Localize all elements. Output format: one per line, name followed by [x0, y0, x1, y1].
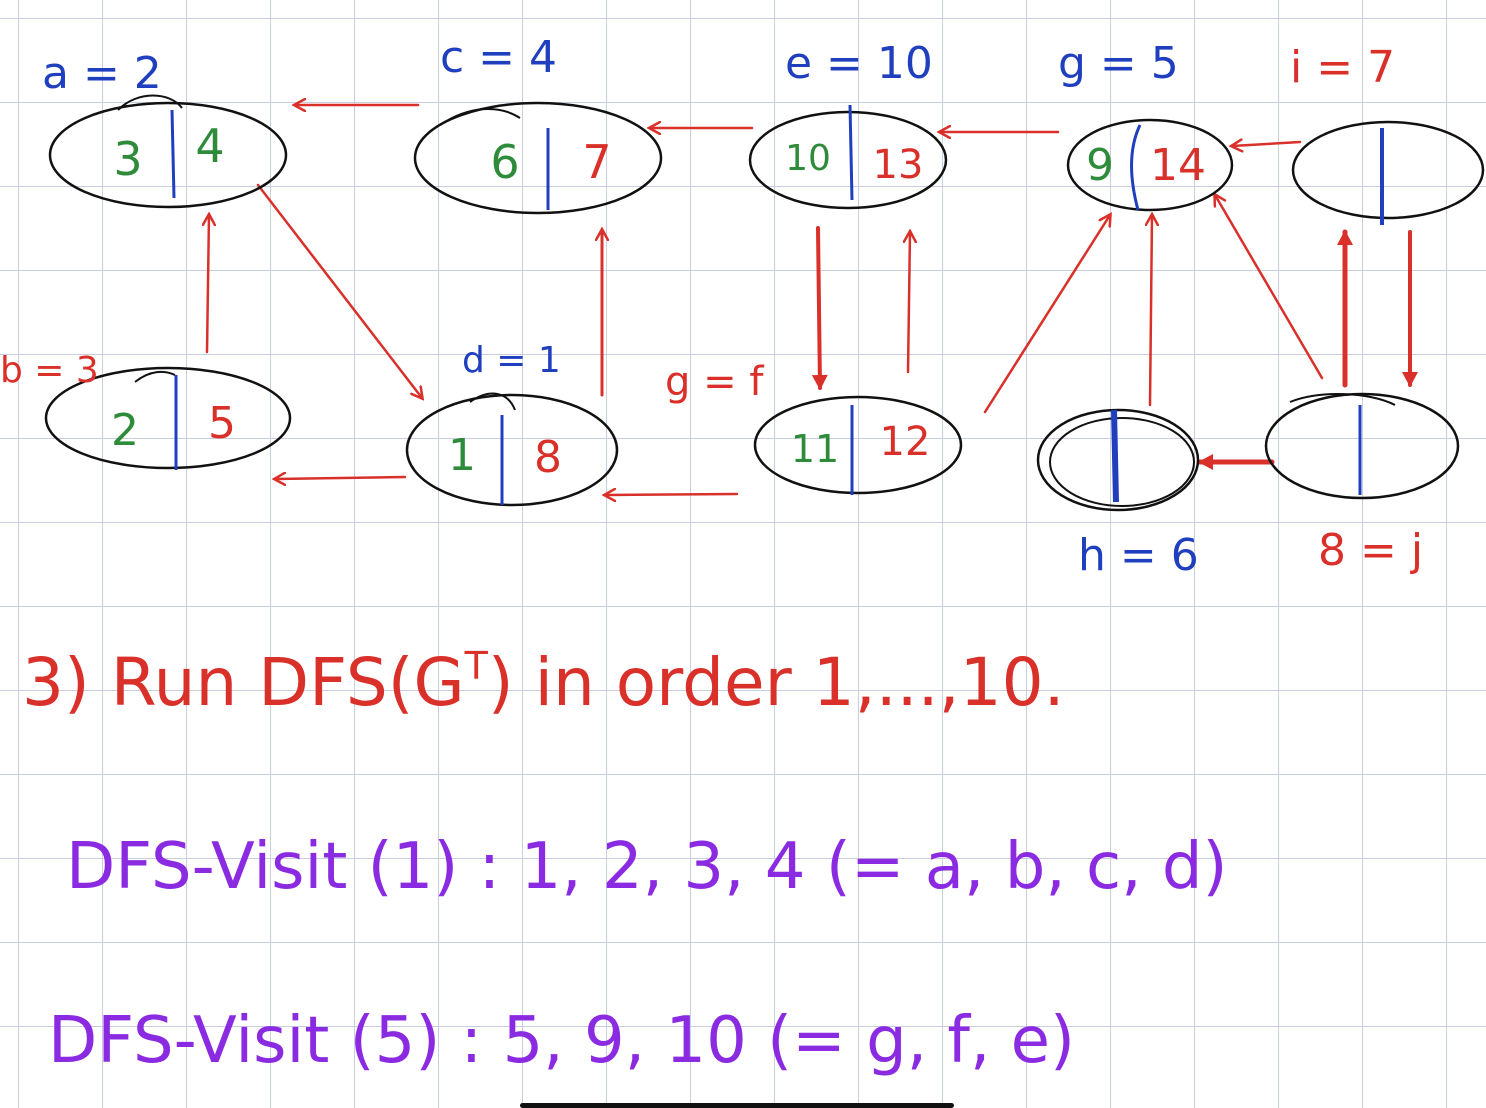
- node-c-oval: [413, 101, 663, 215]
- node-d-oval: [405, 393, 619, 507]
- node-f-oval: [753, 395, 963, 495]
- node-e-label: e = 10: [785, 38, 933, 89]
- node-c-label: c = 4: [440, 32, 557, 83]
- edge-j-to-g: [1215, 195, 1324, 380]
- node-b-scribble: [134, 370, 176, 383]
- node-f-label: g = f: [665, 359, 764, 405]
- node-f-finish: 12: [880, 419, 931, 465]
- node-j: 8 = j: [1264, 392, 1460, 576]
- node-d-label: d = 1: [462, 340, 561, 381]
- note-step-3-head: 3) Run DFS(G: [22, 644, 465, 721]
- node-d-discovery: 1: [448, 430, 476, 481]
- note-step-3: 3) Run DFS(GT) in order 1,...,10.: [22, 644, 1065, 721]
- node-a: 3 4 a = 2: [42, 48, 288, 209]
- node-b-finish: 5: [208, 398, 236, 449]
- node-g: 9 14 g = 5: [1058, 38, 1234, 212]
- node-g-label: g = 5: [1058, 38, 1179, 89]
- node-j-label: 8 = j: [1318, 525, 1423, 576]
- edge-f-to-d: [605, 494, 739, 495]
- node-h: h = 6: [1036, 408, 1200, 581]
- node-e-divider: [848, 104, 854, 201]
- node-d-finish: 8: [534, 432, 562, 483]
- node-d: 1 8 d = 1: [405, 340, 619, 507]
- node-a-oval: [48, 101, 288, 209]
- node-i: i = 7: [1290, 42, 1485, 225]
- node-c-scribble: [439, 108, 521, 126]
- node-b: 2 5 b = 3: [0, 350, 292, 470]
- edge-d-to-b: [275, 477, 407, 479]
- edge-h-to-g: [1150, 215, 1152, 407]
- edge-a-to-d: [256, 183, 422, 398]
- node-e-oval: [748, 110, 948, 210]
- node-h-label: h = 6: [1078, 530, 1199, 581]
- node-g-finish: 14: [1150, 140, 1206, 191]
- node-e-discovery: 10: [785, 138, 831, 179]
- note-step-3-sup: T: [464, 644, 489, 688]
- node-d-scribble: [469, 392, 516, 411]
- node-a-divider: [170, 109, 176, 199]
- node-h-divider: [1111, 409, 1119, 503]
- edge-f-to-g: [983, 215, 1110, 414]
- edge-e-to-f: [811, 226, 828, 390]
- node-b-discovery: 2: [111, 405, 139, 456]
- node-a-scribble: [117, 94, 183, 111]
- node-h-oval: [1036, 408, 1200, 512]
- node-f-discovery: 11: [791, 427, 839, 471]
- node-e: 10 13 e = 10: [748, 38, 948, 210]
- notes: 3) Run DFS(GT) in order 1,...,10. DFS-Vi…: [22, 644, 1227, 1078]
- node-i-label: i = 7: [1290, 42, 1395, 93]
- node-g-discovery: 9: [1086, 140, 1114, 191]
- node-i-oval: [1291, 120, 1485, 220]
- note-step-3-tail: ) in order 1,...,10.: [488, 644, 1065, 721]
- node-e-finish: 13: [873, 142, 924, 188]
- node-h-oval-overdraw: [1049, 417, 1195, 507]
- node-b-label: b = 3: [0, 350, 99, 391]
- note-dfs-visit-5: DFS-Visit (5) : 5, 9, 10 (= g, f, e): [48, 1004, 1075, 1078]
- node-c-finish: 7: [582, 135, 611, 189]
- node-a-finish: 4: [195, 119, 224, 173]
- node-g-oval: [1066, 118, 1234, 212]
- edges: [207, 105, 1418, 495]
- node-a-label: a = 2: [42, 48, 162, 99]
- node-f: 11 12 g = f: [665, 359, 963, 495]
- edge-f-to-e: [908, 232, 910, 374]
- edge-b-to-a: [207, 215, 209, 354]
- node-c: 6 7 c = 4: [413, 32, 663, 215]
- node-j-scribble: [1289, 393, 1396, 406]
- edge-i-to-g: [1232, 142, 1302, 146]
- note-dfs-visit-1: DFS-Visit (1) : 1, 2, 3, 4 (= a, b, c, d…: [66, 830, 1227, 904]
- node-b-oval: [44, 366, 292, 470]
- node-c-discovery: 6: [490, 135, 519, 189]
- node-g-divider: [1130, 124, 1142, 211]
- home-indicator: [520, 1103, 954, 1108]
- node-a-discovery: 3: [113, 132, 142, 186]
- node-j-oval: [1264, 392, 1460, 500]
